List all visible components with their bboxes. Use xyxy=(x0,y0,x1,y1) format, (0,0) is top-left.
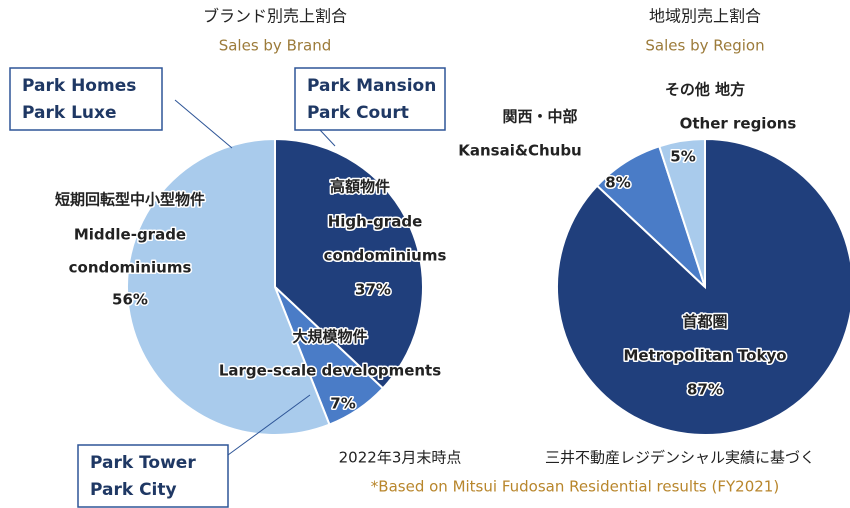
leader-line xyxy=(227,394,311,456)
note: 三井不動産レジデンシャル実績に基づく xyxy=(545,449,815,467)
value-label: 87% xyxy=(687,381,723,399)
brand-name: Park Mansion xyxy=(307,76,436,96)
value-label: 7% xyxy=(330,395,355,413)
slice-label: High-grade xyxy=(328,213,423,231)
value-label: 5% xyxy=(670,148,695,166)
brand-name: Park Tower xyxy=(90,453,196,473)
slice-label: 関西・中部 xyxy=(502,108,577,126)
slice-label: condominiums xyxy=(324,247,447,265)
slice-label: 首都圏 xyxy=(682,313,727,331)
chart-title: ブランド別売上割合 xyxy=(203,7,347,26)
value-label: 56% xyxy=(112,291,148,309)
brand-box xyxy=(294,67,446,131)
chart-title: 地域別売上割合 xyxy=(649,7,761,26)
chart-subtitle: Sales by Brand xyxy=(219,37,332,55)
brand-name: Park Luxe xyxy=(22,103,117,123)
pie-slice xyxy=(556,137,850,436)
brand-box xyxy=(77,444,229,508)
brand-name: Park City xyxy=(90,480,177,500)
footnote: *Based on Mitsui Fudosan Residential res… xyxy=(371,478,779,496)
note: 2022年3月末時点 xyxy=(339,449,462,467)
slice-label: condominiums xyxy=(69,259,192,277)
brand-name: Park Homes xyxy=(22,76,136,96)
slice-label: その他 地方 xyxy=(665,81,745,99)
leader-line xyxy=(174,99,233,149)
slice-label: 大規模物件 xyxy=(292,328,367,346)
pie-slice xyxy=(658,137,706,288)
brand-box xyxy=(9,67,163,131)
slice-label: Kansai&Chubu xyxy=(458,142,581,160)
pie-slice xyxy=(274,137,424,390)
slice-label: 高額物件 xyxy=(330,178,390,196)
value-label: 37% xyxy=(355,281,391,299)
brand-name: Park Court xyxy=(307,103,409,123)
slice-label: Metropolitan Tokyo xyxy=(623,347,786,365)
chart-subtitle: Sales by Region xyxy=(645,37,764,55)
slice-label: Middle-grade xyxy=(74,226,186,244)
slice-label: Large-scale developments xyxy=(219,362,441,380)
slice-label: 短期回転型中小型物件 xyxy=(55,191,205,209)
slice-label: Other regions xyxy=(680,115,797,133)
leader-line xyxy=(319,129,336,147)
value-label: 8% xyxy=(605,174,630,192)
